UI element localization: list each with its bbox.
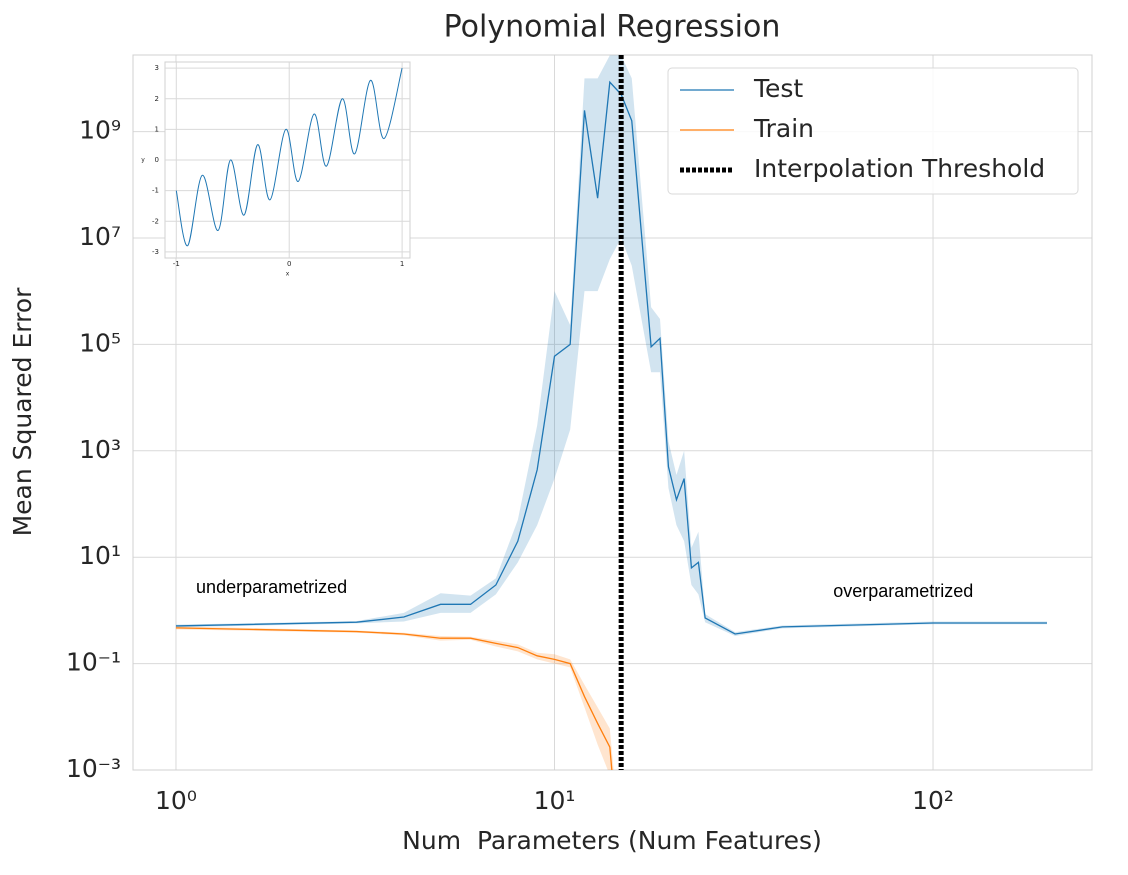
plot-area — [175, 55, 1047, 770]
annotation: overparametrized — [833, 581, 973, 601]
inset-y-tick-label: -3 — [152, 248, 159, 256]
inset-y-tick-label: 0 — [155, 156, 159, 164]
inset-y-tick-label: 2 — [155, 95, 159, 103]
y-axis-label: Mean Squared Error — [8, 287, 37, 537]
y-tick-label: 10⁻¹ — [66, 648, 121, 677]
x-tick-label: 10⁰ — [155, 786, 197, 815]
inset-x-tick-label: 0 — [287, 260, 291, 268]
inset-line — [175, 68, 403, 247]
annotation: underparametrized — [196, 577, 347, 597]
series-line — [175, 627, 613, 770]
inset-y-tick-label: -1 — [152, 187, 159, 195]
inset-y-tick-label: 3 — [155, 64, 159, 72]
legend-label: Interpolation Threshold — [754, 154, 1045, 183]
chart-title: Polynomial Regression — [444, 10, 781, 45]
legend-box — [667, 67, 1079, 195]
y-tick-label: 10³ — [79, 435, 121, 464]
plot-frame — [132, 54, 1093, 771]
inset-x-label: x — [286, 271, 290, 278]
x-axis-label: Num Parameters (Num Features) — [402, 826, 822, 855]
legend-label: Train — [753, 114, 814, 143]
inset-x-tick-label: 1 — [400, 260, 404, 268]
legend-label: Test — [753, 74, 803, 103]
y-tick-label: 10⁵ — [79, 328, 121, 357]
confidence-band — [175, 55, 1047, 637]
x-tick-label: 10¹ — [534, 786, 576, 815]
y-tick-label: 10⁷ — [79, 222, 121, 251]
inset-y-tick-label: -2 — [152, 217, 159, 225]
x-tick-label: 10² — [912, 786, 954, 815]
y-tick-label: 10¹ — [79, 541, 121, 570]
y-tick-label: 10⁻³ — [66, 754, 121, 783]
inset-x-tick-label: -1 — [173, 260, 180, 268]
inset-y-tick-label: 1 — [155, 125, 159, 133]
y-tick-label: 10⁹ — [79, 116, 121, 145]
inset-y-label: y — [141, 157, 145, 164]
